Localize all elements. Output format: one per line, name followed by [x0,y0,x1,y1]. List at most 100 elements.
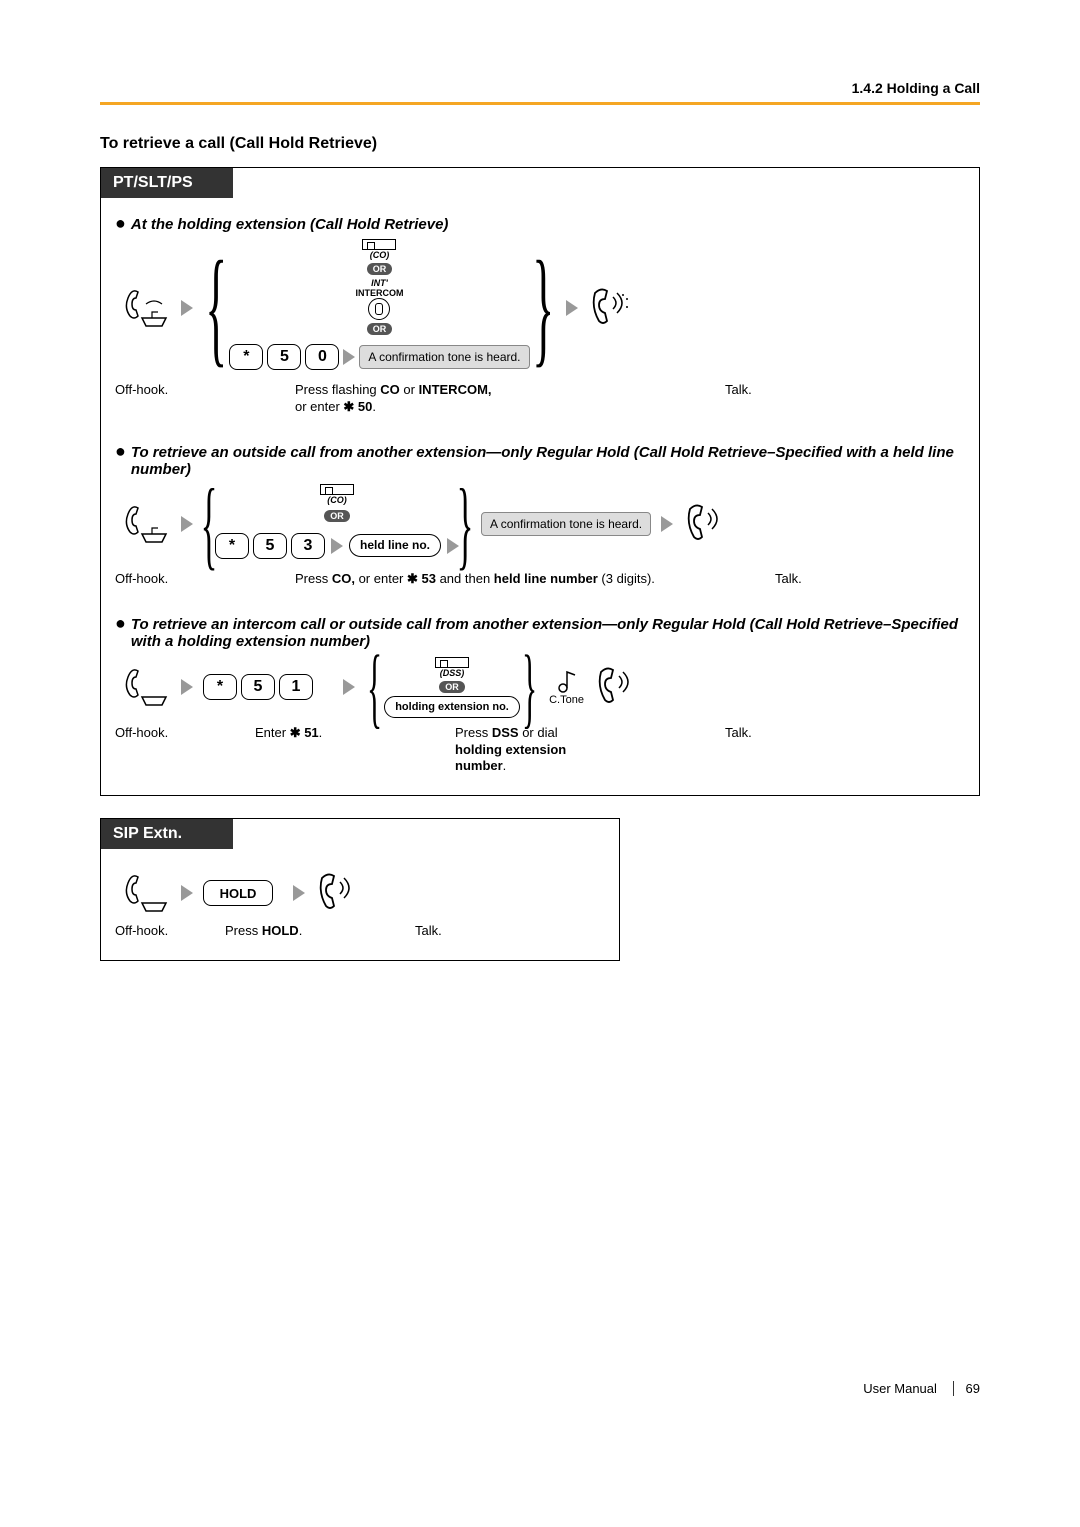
panel-header: SIP Extn. [101,819,233,849]
intercom-label: INTERCOM [355,288,403,298]
caption-talk: Talk. [415,923,452,940]
key-5: 5 [253,533,287,559]
or-pill: OR [439,681,465,693]
co-label: (CO) [327,495,347,505]
hold-key: HOLD [203,880,273,906]
caption-row-b: Off-hook. Press CO, or enter ✱ 53 and th… [115,571,965,588]
offhook-icon [121,871,171,915]
arrow-icon [181,885,193,901]
panel-sip-extn: SIP Extn. HOLD [100,818,620,961]
caption-offhook: Off-hook. [115,725,225,776]
sub-title: To retrieve an intercom call or outside … [131,616,965,650]
section-title: To retrieve a call (Call Hold Retrieve) [100,135,980,153]
arrow-icon [661,516,673,532]
option-group: { (DSS) OR holding extension no. } [365,656,539,719]
section-breadcrumb: 1.4.2 Holding a Call [100,80,980,96]
arrow-icon [343,679,355,695]
flow-c: * 5 1 { (DSS) OR holding extension no. [121,656,965,719]
sub-heading-b: ● To retrieve an outside call from anoth… [115,444,965,478]
brace-right-icon: } [457,489,474,559]
co-button-icon [320,484,354,495]
arrow-icon [331,538,343,554]
ctone-icon: C.Tone [549,668,584,706]
panel-pt-slt-ps: PT/SLT/PS ● At the holding extension (Ca… [100,167,980,796]
offhook-icon [121,286,171,330]
brace-left-icon: { [367,656,382,719]
or-pill: OR [324,510,350,522]
panel-header: PT/SLT/PS [101,168,233,198]
talk-icon [588,286,634,330]
caption-press-hold: Press HOLD. [225,923,302,938]
caption-offhook: Off-hook. [115,382,235,416]
dss-label: (DSS) [440,668,465,678]
bullet-icon: ● [115,444,126,459]
flow-a: { (CO) OR INT' INTERCOM OR [121,239,965,376]
dss-button-icon [435,657,469,668]
key-5: 5 [241,674,275,700]
option-group: { (CO) OR INT' INTERCOM OR [203,239,556,376]
or-pill: OR [367,263,393,275]
caption-row-sip: Off-hook. Press HOLD. Talk. [115,923,605,940]
sub-title: At the holding extension (Call Hold Retr… [131,216,449,233]
confirm-tone-box: A confirmation tone is heard. [481,512,651,536]
intercom-button-icon [368,298,390,320]
caption-dss: Press DSS or dialholding extensionnumber… [455,725,566,774]
arrow-icon [343,349,355,365]
caption-talk: Talk. [725,382,762,416]
key-0: 0 [305,344,339,370]
brace-right-icon: } [532,262,554,353]
bullet-icon: ● [115,616,126,631]
brace-left-icon: { [205,262,227,353]
option-group: { (CO) OR * 5 3 [203,484,471,565]
caption-press: Press CO, or enter ✱ 53 and then held li… [295,571,655,586]
caption-row-c: Off-hook. Enter ✱ 51. Press DSS or dialh… [115,725,965,776]
arrow-icon [181,516,193,532]
brace-left-icon: { [201,489,218,559]
key-star: * [203,674,237,700]
key-3: 3 [291,533,325,559]
key-1: 1 [279,674,313,700]
caption-enter: Enter ✱ 51. [255,725,322,740]
talk-icon [594,665,640,709]
caption-press-2: or enter ✱ 50. [295,399,376,414]
caption-talk: Talk. [775,571,812,588]
brace-right-icon: } [522,656,537,719]
arrow-icon [181,679,193,695]
page-footer: User Manual 69 [100,1381,980,1396]
holding-ext-box: holding extension no. [384,696,520,718]
intercom-top: INT' [371,278,388,288]
key-5: 5 [267,344,301,370]
key-sequence: * 5 1 [203,674,313,700]
key-sequence: * 5 0 [229,344,339,370]
header-rule [100,102,980,105]
panel-body: HOLD Off-hook. Press HOLD. Talk. [101,849,619,960]
caption-talk: Talk. [725,725,762,776]
flow-sip: HOLD [121,871,605,915]
caption-press-1: Press flashing CO or INTERCOM, [295,382,492,397]
talk-icon [683,502,729,546]
offhook-icon [121,665,171,709]
confirm-tone-box: A confirmation tone is heard. [359,345,529,369]
key-star: * [215,533,249,559]
arrow-icon [566,300,578,316]
or-pill: OR [367,323,393,335]
sub-title: To retrieve an outside call from another… [131,444,965,478]
footer-label: User Manual [863,1381,937,1396]
talk-icon [315,871,361,915]
co-button-icon [362,239,396,250]
arrow-icon [293,885,305,901]
bullet-icon: ● [115,216,126,231]
arrow-icon [181,300,193,316]
held-line-box: held line no. [349,534,441,557]
page: 1.4.2 Holding a Call To retrieve a call … [0,0,1080,1456]
sub-heading-a: ● At the holding extension (Call Hold Re… [115,216,965,233]
caption-offhook: Off-hook. [115,923,225,940]
sub-heading-c: ● To retrieve an intercom call or outsid… [115,616,965,650]
ctone-label: C.Tone [549,694,584,706]
co-label: (CO) [370,250,390,260]
offhook-icon [121,502,171,546]
flow-b: { (CO) OR * 5 3 [121,484,965,565]
key-star: * [229,344,263,370]
caption-row-a: Off-hook. Press flashing CO or INTERCOM,… [115,382,965,416]
panel-body: ● At the holding extension (Call Hold Re… [101,198,979,795]
